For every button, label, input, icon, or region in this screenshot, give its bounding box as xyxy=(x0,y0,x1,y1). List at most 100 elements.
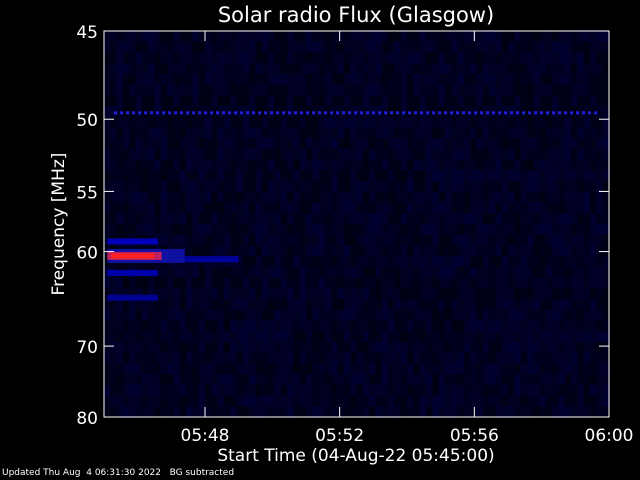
noise-cell xyxy=(564,127,572,139)
noise-cell xyxy=(350,266,357,279)
noise-cell xyxy=(438,331,446,343)
noise-cell xyxy=(413,331,421,343)
interference-dot xyxy=(456,111,460,115)
noise-cell xyxy=(362,127,370,139)
noise-cell xyxy=(596,181,604,193)
noise-cell xyxy=(186,31,193,43)
noise-cell xyxy=(526,288,534,300)
noise-cell xyxy=(381,63,389,75)
noise-cell xyxy=(312,116,320,128)
noise-cell xyxy=(438,41,446,53)
noise-cell xyxy=(110,224,118,236)
noise-cell xyxy=(122,277,130,289)
noise-cell xyxy=(577,320,585,332)
noise-cell xyxy=(533,384,541,397)
noise-cell xyxy=(501,63,509,75)
noise-cell xyxy=(425,277,433,289)
noise-cell xyxy=(476,73,484,86)
noise-cell xyxy=(255,331,263,343)
noise-cell xyxy=(571,395,578,407)
x-tick-label: 06:00 xyxy=(585,426,634,446)
noise-cell xyxy=(318,266,326,279)
noise-cell xyxy=(596,202,604,214)
noise-cell xyxy=(526,245,534,257)
noise-cell xyxy=(268,363,275,375)
noise-cell xyxy=(482,288,490,300)
noise-cell xyxy=(129,84,137,96)
noise-cell xyxy=(318,63,326,75)
noise-cell xyxy=(116,406,124,418)
noise-cell xyxy=(343,320,351,332)
noise-cell xyxy=(312,266,320,279)
noise-cell xyxy=(350,245,357,257)
noise-cell xyxy=(558,181,566,193)
interference-dot xyxy=(594,111,598,115)
noise-cell xyxy=(369,138,376,150)
noise-cell xyxy=(545,116,553,128)
noise-cell xyxy=(104,320,111,332)
interference-dot xyxy=(486,111,490,115)
noise-cell xyxy=(261,213,269,225)
noise-cell xyxy=(148,148,155,161)
noise-cell xyxy=(280,116,288,128)
noise-cell xyxy=(343,106,351,118)
noise-cell xyxy=(287,191,294,204)
noise-cell xyxy=(312,213,320,225)
interference-dot xyxy=(378,111,382,115)
noise-cell xyxy=(514,245,522,257)
noise-cell xyxy=(381,384,389,397)
noise-cell xyxy=(312,63,320,75)
noise-cell xyxy=(571,266,578,279)
noise-cell xyxy=(564,384,572,397)
noise-cell xyxy=(192,41,200,53)
noise-cell xyxy=(489,331,496,343)
interference-dot xyxy=(522,111,526,115)
noise-cell xyxy=(324,363,332,375)
noise-cell xyxy=(173,159,181,171)
noise-cell xyxy=(476,374,484,386)
noise-cell xyxy=(110,320,118,332)
noise-cell xyxy=(110,277,118,289)
noise-cell xyxy=(489,148,496,161)
noise-cell xyxy=(280,41,288,53)
noise-cell xyxy=(539,234,547,246)
noise-cell xyxy=(160,320,168,332)
noise-cell xyxy=(230,341,238,354)
noise-cell xyxy=(312,73,320,86)
noise-cell xyxy=(558,138,566,150)
noise-cell xyxy=(457,181,465,193)
noise-cell xyxy=(508,309,515,321)
noise-cell xyxy=(268,406,275,418)
noise-cell xyxy=(110,73,118,86)
noise-cell xyxy=(217,331,225,343)
noise-cell xyxy=(280,213,288,225)
noise-cell xyxy=(362,63,370,75)
noise-cell xyxy=(230,170,238,182)
noise-cell xyxy=(299,309,307,321)
noise-cell xyxy=(362,213,370,225)
noise-cell xyxy=(590,159,597,171)
interference-dot xyxy=(156,111,160,115)
noise-cell xyxy=(577,395,585,407)
noise-cell xyxy=(141,127,149,139)
noise-cell xyxy=(236,224,244,236)
noise-cell xyxy=(255,181,263,193)
noise-cell xyxy=(577,374,585,386)
noise-cell xyxy=(343,127,351,139)
noise-cell xyxy=(350,256,357,268)
noise-cell xyxy=(324,213,332,225)
noise-cell xyxy=(539,170,547,182)
noise-cell xyxy=(526,63,534,75)
noise-cell xyxy=(205,299,212,311)
noise-cell xyxy=(211,374,219,386)
noise-cell xyxy=(343,170,351,182)
noise-cell xyxy=(306,320,313,332)
noise-cell xyxy=(602,288,610,300)
noise-cell xyxy=(470,191,477,204)
noise-cell xyxy=(186,170,193,182)
noise-cell xyxy=(104,395,111,407)
noise-cell xyxy=(268,73,275,86)
noise-cell xyxy=(457,266,465,279)
noise-cell xyxy=(236,406,244,418)
noise-cell xyxy=(375,234,383,246)
